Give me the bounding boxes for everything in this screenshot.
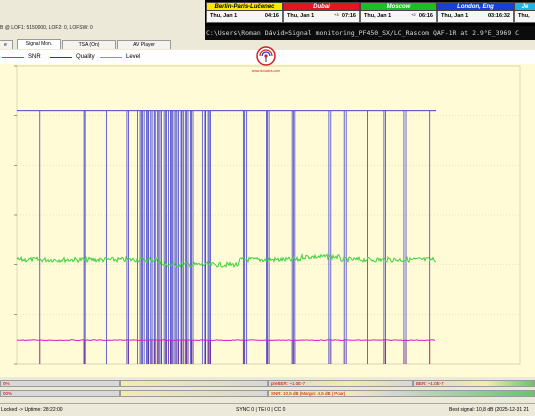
cn-bar-text: 0% <box>3 381 10 386</box>
clock-time: 03:16:32 <box>487 13 510 19</box>
status-bars: 0% preBER: ~1.0E-7 BER: ~1.0E-7 00% SNR:… <box>0 377 535 403</box>
clock-day: Thu, Jan 1 <box>210 13 238 19</box>
tab-av-player[interactable]: AV Player <box>117 40 171 49</box>
clock-city-label: Moscow <box>360 2 437 11</box>
clock-time-box: Thu, Jan 1 +3 07:16 <box>283 11 360 23</box>
legend-snr-label: SNR <box>28 54 41 60</box>
bottom-status-bar: Locked -> Uptime: 28:22:00 SYNC 0 | TEI … <box>0 403 535 416</box>
clock-offset: +3 <box>334 12 339 17</box>
ber-text: BER: ~1.0E-7 <box>416 381 444 386</box>
clock-time: 07:16 <box>341 13 356 19</box>
signal-percent-bar: 00% <box>0 390 120 397</box>
clock-time-box: Thu, Jan 1 +2 06:16 <box>360 11 437 23</box>
world-clock-panel: Berlin-Paris-Lučenec Thu, Jan 1 04:16 Du… <box>205 0 535 26</box>
ber-bar: BER: ~1.0E-7 <box>413 380 535 387</box>
lock-status: Locked -> Uptime: 28:22:00 <box>1 407 63 413</box>
tab-partial[interactable]: e <box>0 40 13 49</box>
tab-bar: e Signal Mon. TSA (On) AV Player <box>0 39 205 49</box>
clock-city-label: Dubai <box>283 2 360 11</box>
legend-level-label: Level <box>126 54 141 60</box>
legend-snr-swatch <box>2 57 24 58</box>
dxsatcs-logo: www.dxsatcs.com <box>249 41 283 75</box>
clock-day: Thu, Jan 1 <box>518 13 532 25</box>
clock-time: 04:16 <box>264 13 279 19</box>
cn-bar-fill <box>120 380 268 387</box>
tab-signal-monitor[interactable]: Signal Mon. <box>17 39 61 49</box>
signal-chart-svg <box>14 65 521 365</box>
clock-london: London, Eng Thu, Jan 1 -1 03:16:32 <box>437 2 514 25</box>
clock-offset: +2 <box>411 12 416 17</box>
clock-time-box: Thu, Jan 1 <box>514 11 535 25</box>
logo-text: www.dxsatcs.com <box>252 69 281 73</box>
clock-moscow: Moscow Thu, Jan 1 +2 06:16 <box>360 2 437 25</box>
clock-berlin: Berlin-Paris-Lučenec Thu, Jan 1 04:16 <box>206 2 283 25</box>
level-series-line <box>16 252 437 269</box>
preber-text: preBER: ~1.0E-7 <box>271 381 306 386</box>
clock-day: Thu, Jan 1 <box>364 13 392 19</box>
signal-percent-fill <box>120 390 268 397</box>
clock-day: Thu, Jan 1 <box>441 13 469 19</box>
legend-quality-swatch <box>50 57 72 58</box>
clock-partial: Je Thu, Jan 1 <box>514 2 535 25</box>
clock-time-box: Thu, Jan 1 -1 03:16:32 <box>437 11 514 23</box>
clock-dubai: Dubai Thu, Jan 1 +3 07:16 <box>283 2 360 25</box>
best-signal: Best signal: 10,8 dB (2025-12-31 21 <box>449 407 530 413</box>
snr-bar: SNR: 10,5 dB (Margin: 4,5 dB | Poor) <box>268 390 535 397</box>
signal-percent-text: 00% <box>3 391 13 396</box>
tuner-info-line: B @ LOF1: 5150000, LOF2: 0, LOFSW: 0 <box>0 25 93 31</box>
clock-city-label: London, Eng <box>437 2 514 11</box>
clock-offset: -1 <box>488 12 492 17</box>
snr-series-line <box>16 339 436 342</box>
clock-time-box: Thu, Jan 1 04:16 <box>206 11 283 23</box>
prebar: preBER: ~1.0E-7 <box>268 380 413 387</box>
clock-day: Thu, Jan 1 <box>287 13 315 19</box>
legend-quality-label: Quality <box>76 54 95 60</box>
clock-city-label: Je <box>514 2 535 11</box>
snr-text: SNR: 10,5 dB (Margin: 4,5 dB | Poor) <box>271 391 346 396</box>
signal-chart <box>0 64 535 377</box>
tab-tsa[interactable]: TSA (On) <box>62 40 116 49</box>
sync-status: SYNC 0 | TEI 0 | CC 0 <box>236 407 286 413</box>
legend-level-swatch <box>100 57 122 58</box>
clock-city-label: Berlin-Paris-Lučenec <box>206 2 283 11</box>
cn-bar: 0% <box>0 380 120 387</box>
terminal-line: C:\Users\Roman Dávid>Signal monitoring_P… <box>205 26 535 40</box>
clock-time: 06:16 <box>418 13 433 19</box>
